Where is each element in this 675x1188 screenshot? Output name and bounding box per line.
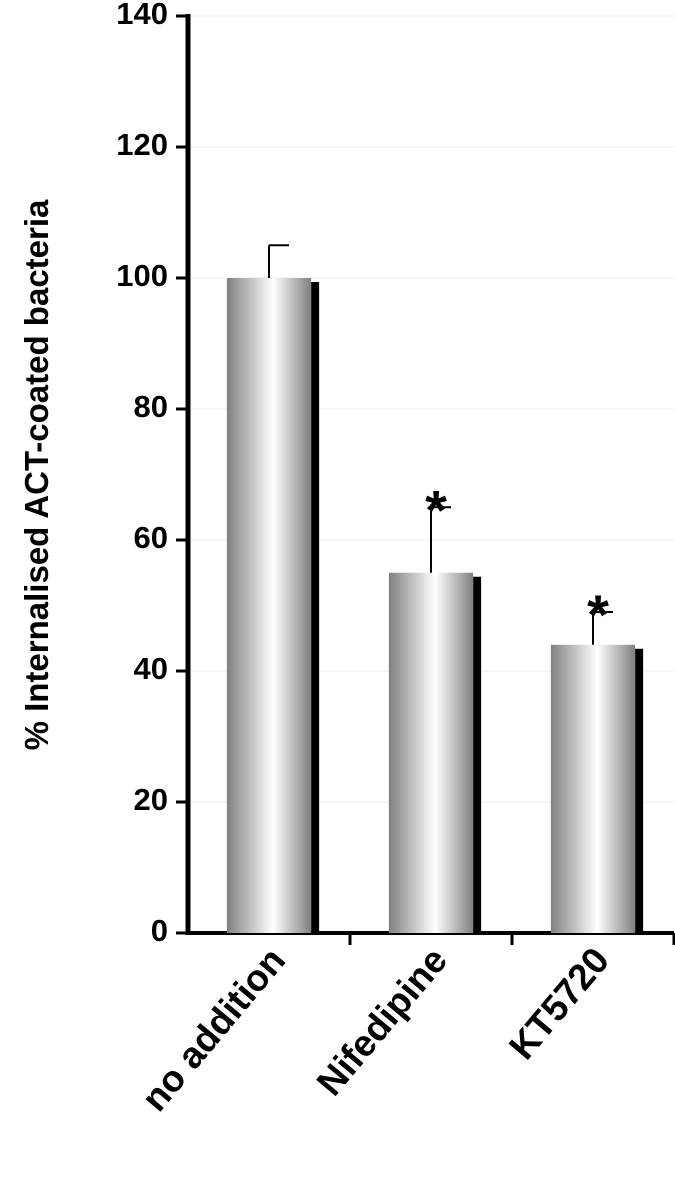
x-tick-label: Nifedipine: [309, 940, 455, 1103]
y-tick-label: 40: [134, 651, 168, 686]
y-tick-label: 120: [116, 127, 168, 162]
bar: [388, 572, 474, 933]
bar-shadow: [635, 648, 644, 933]
y-tick-label: 0: [151, 913, 168, 948]
y-tick-label: 20: [134, 782, 168, 817]
x-tick-label: KT5720: [501, 940, 617, 1067]
y-tick-label: 100: [116, 258, 168, 293]
x-tick-label: no addition: [134, 940, 294, 1119]
bar-shadow: [311, 282, 320, 933]
y-axis-label: % Internalised ACT-coated bacteria: [18, 199, 55, 750]
y-tick-label: 80: [134, 389, 168, 424]
bar: [550, 644, 636, 933]
y-tick-label: 60: [134, 520, 168, 555]
bar-shadow: [473, 576, 482, 933]
significance-marker: *: [425, 478, 447, 541]
bar: [226, 278, 312, 933]
significance-marker: *: [587, 583, 609, 646]
y-tick-label: 140: [116, 0, 168, 31]
